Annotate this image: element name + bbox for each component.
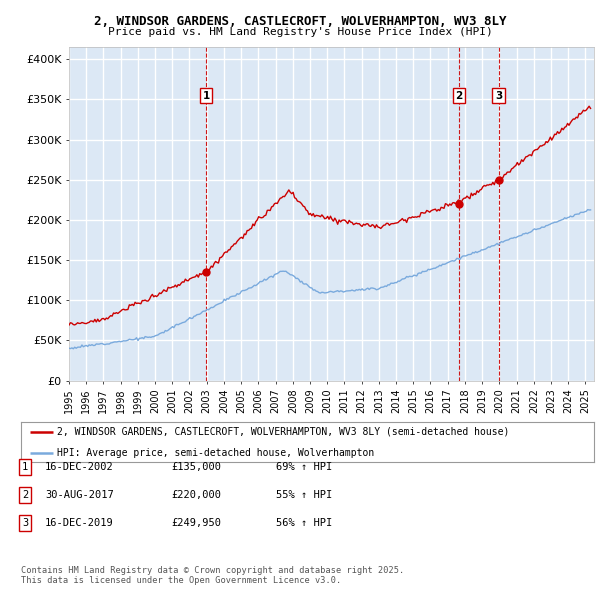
Text: 1: 1 (202, 90, 209, 100)
Text: £135,000: £135,000 (171, 462, 221, 471)
Text: 2, WINDSOR GARDENS, CASTLECROFT, WOLVERHAMPTON, WV3 8LY (semi-detached house): 2, WINDSOR GARDENS, CASTLECROFT, WOLVERH… (56, 427, 509, 437)
Text: 1: 1 (22, 462, 28, 471)
Text: 56% ↑ HPI: 56% ↑ HPI (276, 519, 332, 528)
Text: 3: 3 (22, 519, 28, 528)
Text: Price paid vs. HM Land Registry's House Price Index (HPI): Price paid vs. HM Land Registry's House … (107, 27, 493, 37)
Text: 30-AUG-2017: 30-AUG-2017 (45, 490, 114, 500)
Text: 2: 2 (455, 90, 463, 100)
Text: 2, WINDSOR GARDENS, CASTLECROFT, WOLVERHAMPTON, WV3 8LY: 2, WINDSOR GARDENS, CASTLECROFT, WOLVERH… (94, 15, 506, 28)
Text: £220,000: £220,000 (171, 490, 221, 500)
Text: 3: 3 (495, 90, 502, 100)
Text: HPI: Average price, semi-detached house, Wolverhampton: HPI: Average price, semi-detached house,… (56, 448, 374, 458)
Text: £249,950: £249,950 (171, 519, 221, 528)
Text: 55% ↑ HPI: 55% ↑ HPI (276, 490, 332, 500)
Text: 16-DEC-2002: 16-DEC-2002 (45, 462, 114, 471)
Text: 16-DEC-2019: 16-DEC-2019 (45, 519, 114, 528)
Text: Contains HM Land Registry data © Crown copyright and database right 2025.
This d: Contains HM Land Registry data © Crown c… (21, 566, 404, 585)
Text: 69% ↑ HPI: 69% ↑ HPI (276, 462, 332, 471)
Text: 2: 2 (22, 490, 28, 500)
